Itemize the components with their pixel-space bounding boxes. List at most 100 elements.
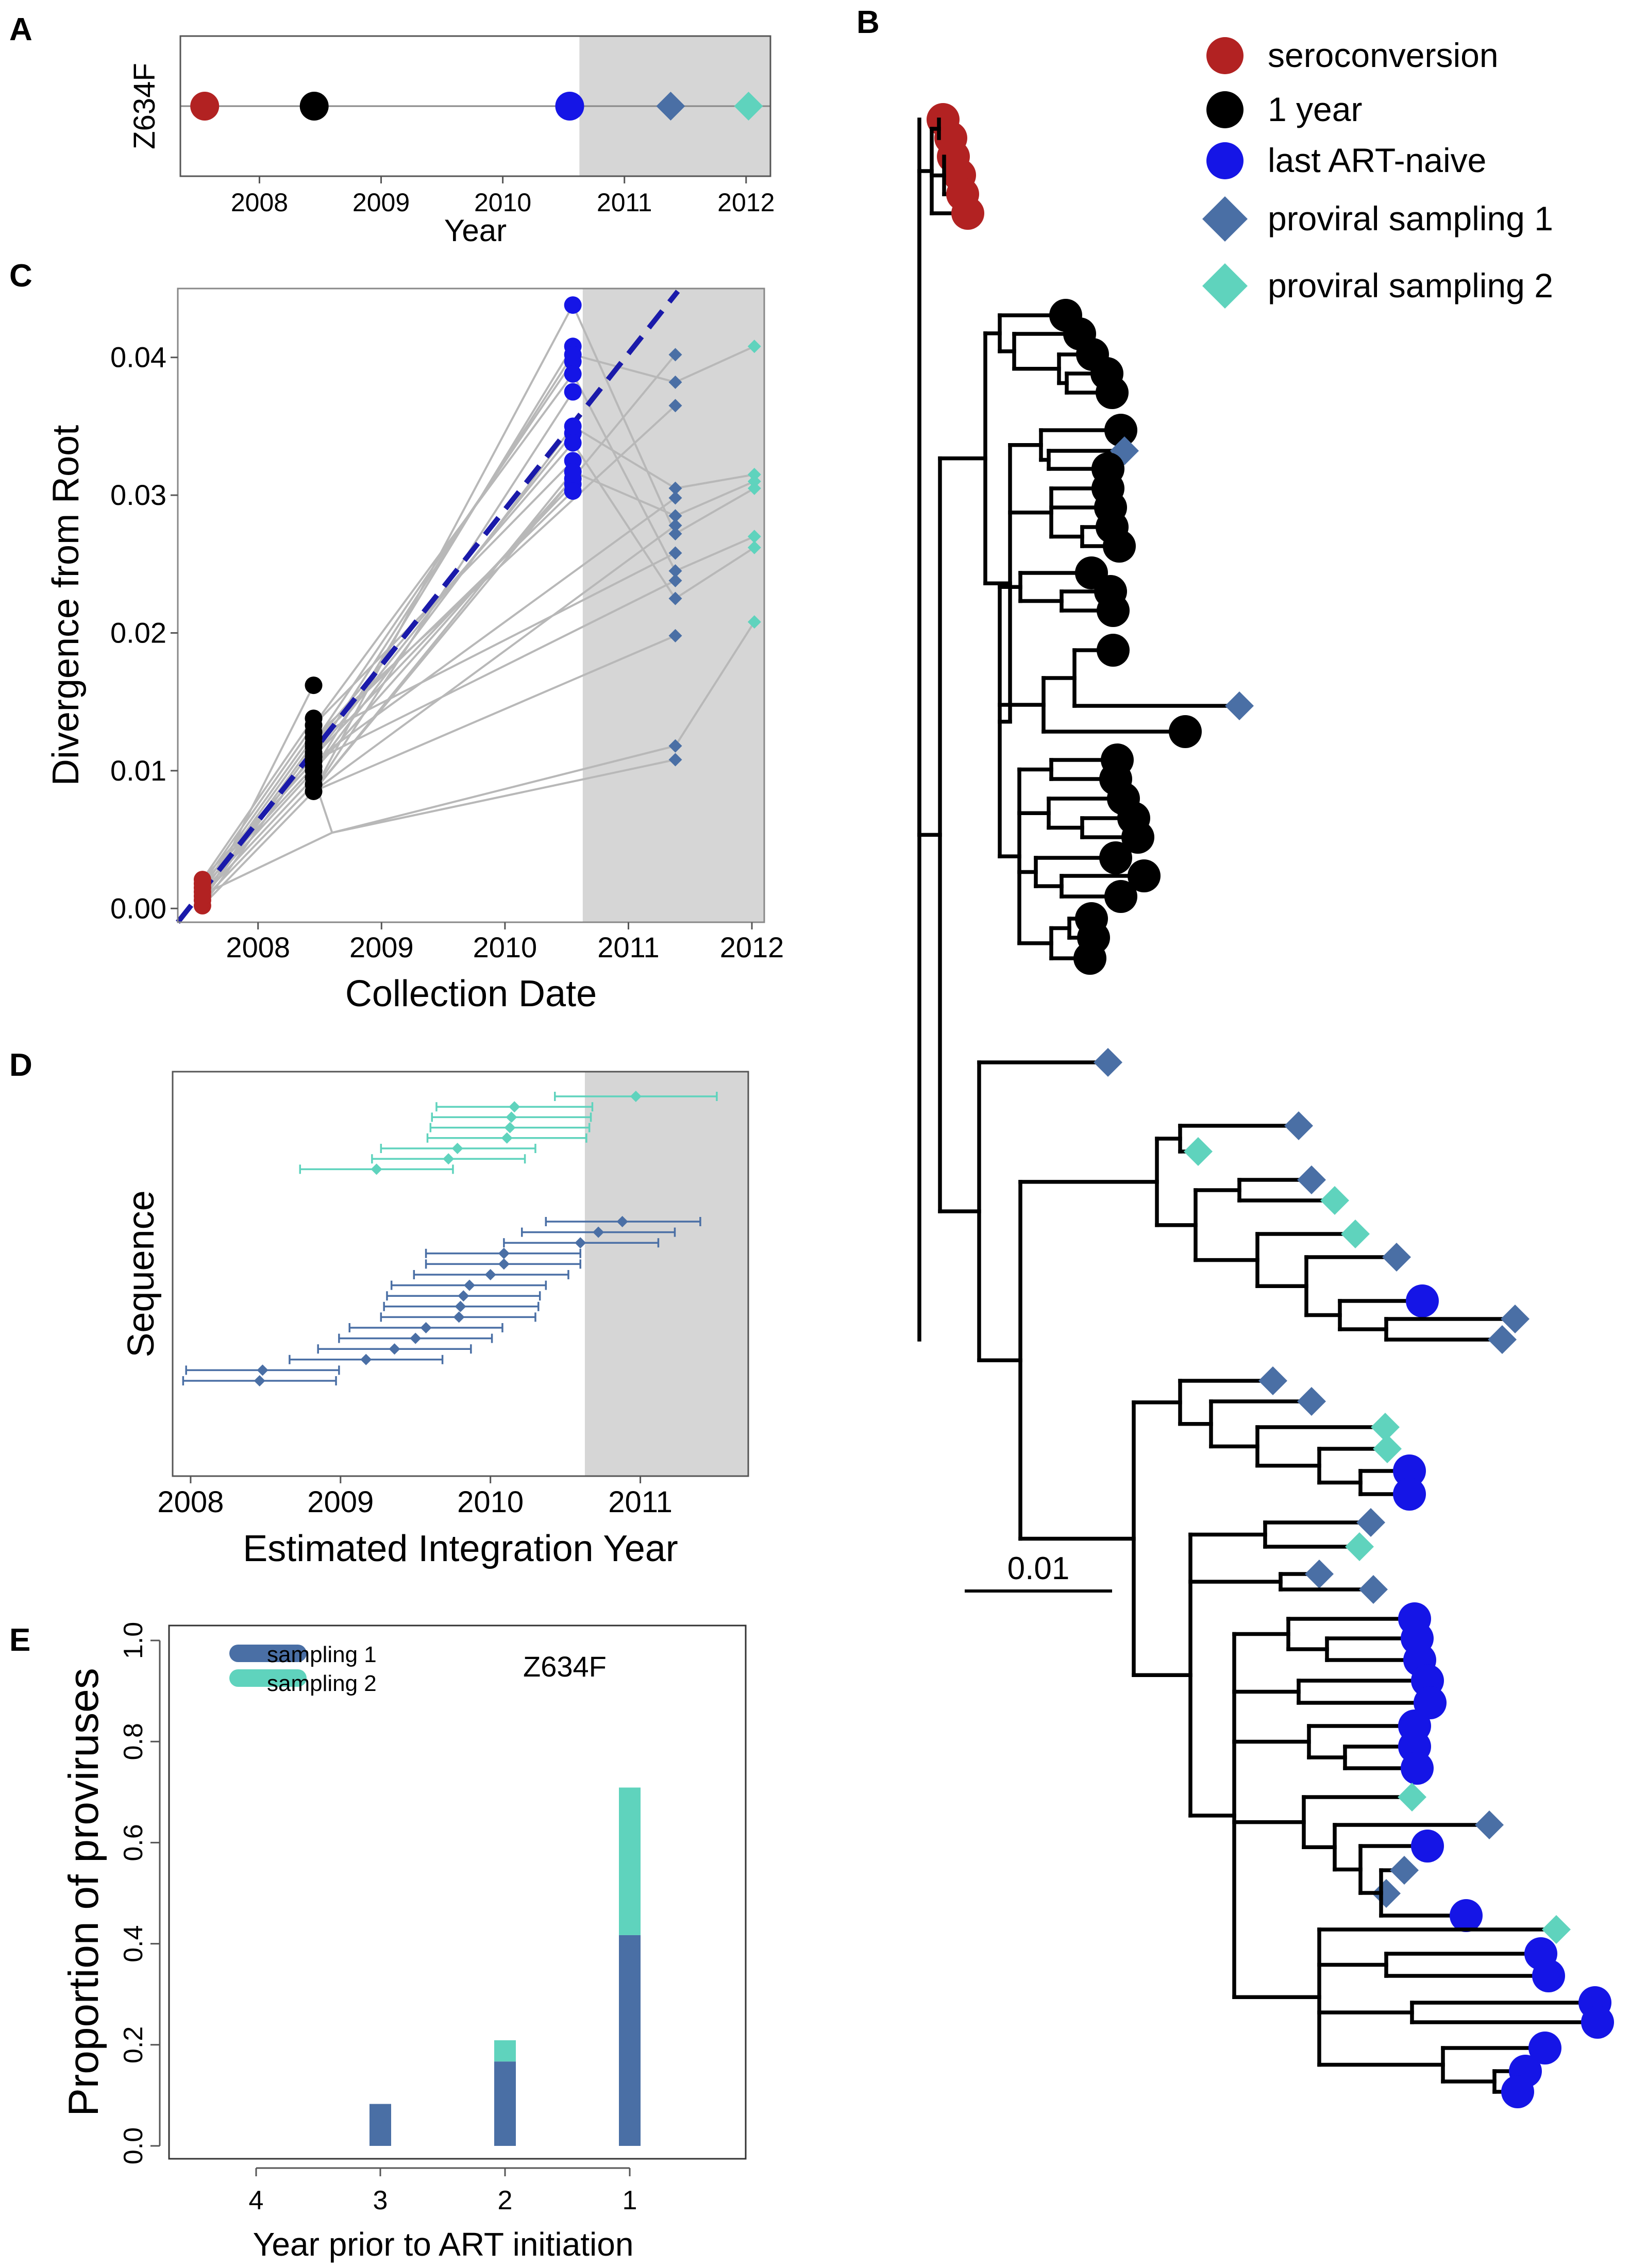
tree-tip-last-art-naive [1393, 1454, 1426, 1487]
lineage-connector [675, 480, 755, 517]
integration-interval [380, 1143, 536, 1154]
lineage-connector [202, 832, 333, 896]
tree-tip-proviral-sampling-2 [1542, 1915, 1571, 1944]
lineage-connector [313, 404, 676, 739]
interval-estimate [616, 1216, 628, 1227]
tree-tip-proviral-sampling-2 [1371, 1413, 1400, 1442]
interval-estimate [451, 1143, 463, 1154]
data-point-1-year [305, 676, 323, 695]
tree-tip-1-year [1121, 821, 1154, 854]
panel-label-a: A [9, 12, 32, 47]
tree-tip-1-year [1104, 880, 1137, 913]
lineage-connector [201, 731, 315, 889]
panel-a-points [190, 92, 763, 121]
data-point-last-art-naive [564, 434, 582, 452]
legend-marker-proviral-sampling-1 [1202, 196, 1248, 242]
tree-tip-proviral-sampling-2 [1373, 1434, 1402, 1463]
integration-interval [338, 1332, 493, 1344]
interval-estimate [498, 1247, 510, 1259]
x-tick-label: 2012 [720, 931, 784, 963]
data-point-proviral-sampling-1 [668, 348, 682, 362]
bar-sampling-2-year-2 [494, 2040, 516, 2062]
lineage-connector [312, 426, 574, 772]
integration-interval [426, 1132, 587, 1144]
tree-tip-proviral-sampling-1 [1225, 691, 1254, 720]
panel-d-intervals [182, 1091, 718, 1386]
x-tick-label: 2011 [597, 931, 659, 963]
lineage-connector [313, 524, 676, 792]
tree-tip-proviral-sampling-1 [1372, 1879, 1401, 1908]
tree-tip-last-art-naive [1401, 1752, 1434, 1785]
lineage-connector [572, 425, 676, 489]
panel-e-x-label: Year prior to ART initiation [253, 2226, 634, 2263]
tree-tip-1-year [1104, 414, 1137, 447]
panel-label-d: D [9, 1047, 32, 1083]
integration-interval [348, 1322, 503, 1333]
interval-estimate [371, 1163, 382, 1175]
lineage-connector [313, 478, 574, 772]
interval-estimate [257, 1364, 268, 1376]
lineage-connector [331, 744, 676, 834]
interval-estimate [501, 1132, 513, 1144]
tree-tip-1-year [1096, 376, 1129, 409]
integration-interval [182, 1375, 337, 1386]
tree-tip-last-art-naive [1532, 1959, 1565, 1992]
panel-c-points [193, 296, 761, 915]
bar-sampling-1-year-2 [494, 2061, 516, 2146]
legend-label: seroconversion [1268, 36, 1499, 74]
x-tick-label: 2009 [349, 931, 414, 963]
panel-c-ticks: 2008 2009 2010 2011 2012 0.00 0.01 0.02 0.03 0.04 [110, 341, 784, 963]
timeline-point [555, 92, 584, 121]
y-tick-label: 0.8 [119, 1723, 148, 1760]
lineage-connector [313, 552, 676, 739]
interval-estimate [593, 1226, 604, 1238]
legend-label: last ART-naive [1268, 141, 1486, 179]
panel-d-x-label: Estimated Integration Year [243, 1528, 678, 1569]
data-point-last-art-naive [564, 383, 582, 401]
tree-tip-1-year [1128, 859, 1161, 892]
lineage-connector [675, 473, 755, 489]
interval-estimate [458, 1290, 469, 1302]
tree-tip-last-art-naive [1581, 2006, 1614, 2039]
integration-interval [431, 1111, 592, 1123]
data-point-proviral-sampling-1 [668, 573, 682, 587]
bar-sampling-1-year-1 [619, 1935, 641, 2146]
interval-estimate [420, 1322, 432, 1333]
panel-labels: A B C D E [9, 5, 880, 1658]
x-tick-label: 2010 [473, 931, 537, 963]
integration-interval [545, 1216, 701, 1227]
y-tick-label: 0.03 [110, 479, 166, 511]
lineage-connector [313, 460, 574, 726]
legend-marker-last-art-naive [1206, 142, 1243, 179]
panel-c-x-label: Collection Date [345, 973, 597, 1014]
tree-tip-proviral-sampling-2 [1184, 1137, 1213, 1166]
data-point-1-year [305, 709, 323, 727]
panel-e-legend: sampling 1 sampling 2 [229, 1642, 377, 1696]
data-point-proviral-sampling-2 [747, 530, 761, 544]
lineage-connector [201, 724, 315, 885]
lineage-connector [312, 373, 574, 726]
integration-interval [554, 1091, 718, 1102]
panel-e-proportion: 0.0 0.2 0.4 0.6 0.8 1.0 4 3 2 1 sampling 1 sampli… [60, 1622, 747, 2263]
lineage-connector [313, 497, 676, 762]
integration-interval [503, 1237, 660, 1249]
data-point-proviral-sampling-1 [668, 753, 682, 767]
data-point-proviral-sampling-2 [747, 481, 761, 495]
x-tick-label: 2011 [608, 1485, 673, 1519]
data-point-proviral-sampling-1 [668, 491, 682, 505]
legend-swatch-sampling-2 [229, 1669, 307, 1687]
tree-tip-proviral-sampling-1 [1297, 1165, 1326, 1194]
lineage-connector [573, 353, 676, 383]
x-tick-label: 2010 [474, 188, 531, 217]
panel-e-frame [168, 1624, 747, 2160]
data-point-proviral-sampling-2 [747, 467, 761, 481]
root-to-tip-trend-line [176, 290, 680, 924]
data-point-proviral-sampling-2 [747, 340, 761, 353]
data-point-seroconversion [193, 871, 211, 889]
integration-interval [289, 1353, 444, 1365]
interval-estimate [630, 1091, 642, 1102]
tree-tip-1-year [1097, 634, 1130, 667]
legend-entry: last ART-naive [1206, 141, 1486, 179]
lineage-connector [201, 718, 315, 881]
data-point-proviral-sampling-2 [747, 475, 761, 488]
